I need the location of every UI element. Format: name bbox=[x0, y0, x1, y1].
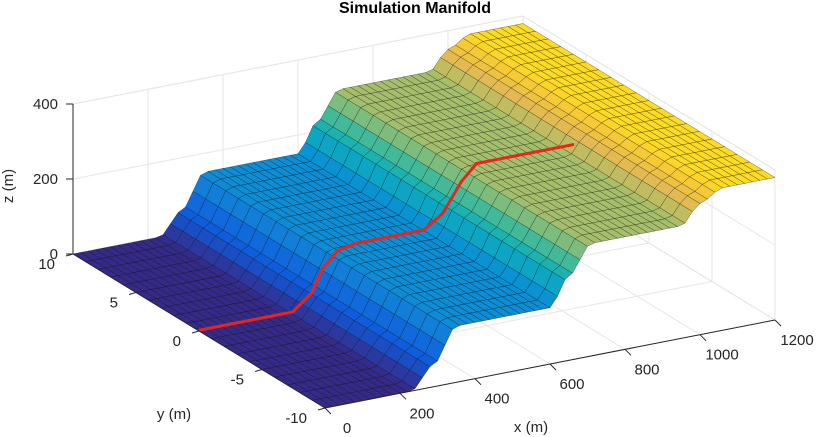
y-axis-label: y (m) bbox=[157, 406, 191, 423]
grid-line-z bbox=[72, 15, 776, 171]
y-tick-mark bbox=[128, 292, 137, 295]
x-tick-label: 1000 bbox=[705, 347, 738, 364]
y-tick-label: 10 bbox=[38, 256, 55, 273]
x-tick-label: 200 bbox=[409, 405, 434, 422]
x-tick-mark bbox=[774, 319, 782, 327]
path-line bbox=[198, 142, 575, 332]
surface-cell bbox=[754, 169, 776, 180]
chart-title: Simulation Manifold bbox=[339, 0, 491, 17]
x-tick-label: 400 bbox=[484, 391, 509, 408]
z-tick-label: 200 bbox=[33, 171, 58, 188]
x-tick-mark bbox=[699, 334, 707, 342]
y-tick-label: 0 bbox=[173, 333, 181, 350]
x-tick-label: 600 bbox=[559, 376, 584, 393]
x-tick-mark bbox=[474, 378, 482, 386]
y-tick-mark bbox=[317, 407, 326, 411]
x-tick-label: 800 bbox=[634, 361, 659, 378]
x-tick-label: 0 bbox=[343, 420, 351, 437]
x-tick-mark bbox=[624, 348, 632, 356]
x-tick-mark bbox=[324, 407, 332, 415]
z-axis-label: z (m) bbox=[0, 169, 17, 203]
surface-mesh bbox=[72, 23, 776, 409]
axes bbox=[65, 103, 782, 415]
path-line-layer bbox=[198, 142, 575, 332]
x-tick-mark bbox=[549, 363, 557, 371]
y-tick-label: -10 bbox=[285, 410, 307, 427]
z-tick-label: 0 bbox=[50, 246, 58, 263]
y-tick-label: -5 bbox=[231, 372, 244, 389]
x-axis-label: x (m) bbox=[514, 419, 548, 436]
y-tick-mark bbox=[191, 330, 200, 334]
y-tick-label: 5 bbox=[110, 295, 118, 312]
z-tick-label: 400 bbox=[33, 96, 58, 113]
y-tick-mark bbox=[254, 369, 263, 372]
x-tick-label: 1200 bbox=[780, 332, 813, 349]
x-tick-mark bbox=[399, 392, 407, 400]
